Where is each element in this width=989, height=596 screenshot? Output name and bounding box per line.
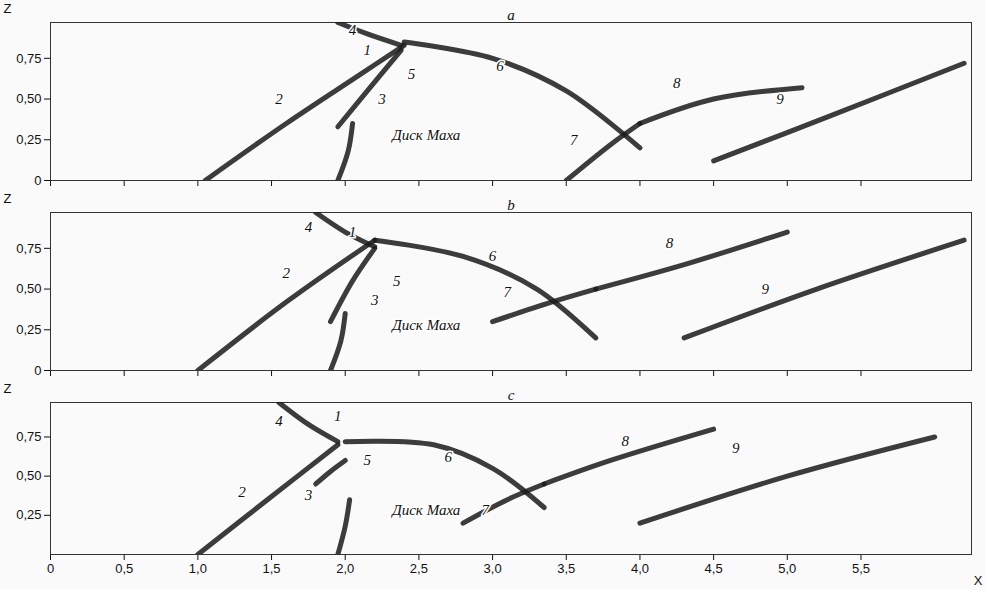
svg-text:c: c [508, 387, 515, 403]
svg-text:7: 7 [570, 132, 579, 148]
svg-text:Диск Маха: Диск Маха [390, 127, 460, 143]
svg-text:b: b [507, 197, 515, 213]
svg-text:0,75: 0,75 [16, 50, 41, 65]
svg-text:2: 2 [283, 265, 291, 281]
svg-text:0: 0 [34, 363, 41, 378]
svg-text:0,25: 0,25 [16, 322, 41, 337]
svg-text:8: 8 [621, 433, 629, 449]
svg-text:9: 9 [761, 281, 769, 297]
svg-text:4: 4 [305, 219, 313, 235]
svg-text:5: 5 [408, 66, 416, 82]
svg-text:6: 6 [445, 449, 453, 465]
svg-text:5,5: 5,5 [852, 561, 870, 576]
svg-text:3: 3 [370, 292, 379, 308]
svg-text:9: 9 [776, 91, 784, 107]
svg-text:5: 5 [364, 452, 372, 468]
svg-text:4: 4 [275, 413, 283, 429]
svg-text:0,25: 0,25 [16, 507, 41, 522]
svg-text:5,0: 5,0 [778, 561, 796, 576]
svg-text:9: 9 [732, 440, 740, 456]
svg-text:2: 2 [238, 484, 246, 500]
svg-text:0,5: 0,5 [115, 561, 133, 576]
svg-text:3: 3 [304, 487, 313, 503]
svg-text:0,50: 0,50 [16, 91, 41, 106]
svg-text:7: 7 [481, 502, 490, 518]
svg-text:Z: Z [4, 1, 12, 16]
svg-text:0,50: 0,50 [16, 281, 41, 296]
svg-text:4,0: 4,0 [631, 561, 649, 576]
svg-text:X: X [974, 573, 983, 588]
svg-text:Z: Z [4, 381, 12, 396]
svg-text:a: a [507, 7, 515, 23]
svg-text:0: 0 [34, 173, 41, 188]
svg-text:0,75: 0,75 [16, 240, 41, 255]
svg-text:6: 6 [489, 248, 497, 264]
svg-text:3: 3 [377, 91, 386, 107]
svg-text:0,75: 0,75 [16, 429, 41, 444]
svg-text:0: 0 [47, 561, 54, 576]
svg-text:2,0: 2,0 [336, 561, 354, 576]
svg-text:2,5: 2,5 [410, 561, 428, 576]
svg-text:1,5: 1,5 [263, 561, 281, 576]
svg-text:0,25: 0,25 [16, 132, 41, 147]
svg-text:1: 1 [334, 408, 342, 424]
svg-text:1: 1 [364, 42, 372, 58]
svg-text:3,5: 3,5 [557, 561, 575, 576]
svg-text:4,5: 4,5 [705, 561, 723, 576]
svg-text:3,0: 3,0 [484, 561, 502, 576]
svg-text:5: 5 [393, 273, 401, 289]
svg-text:6: 6 [496, 58, 504, 74]
svg-text:1: 1 [349, 224, 357, 240]
svg-text:Диск Маха: Диск Маха [390, 317, 460, 333]
svg-text:2: 2 [275, 91, 283, 107]
svg-text:4: 4 [349, 22, 357, 38]
svg-text:8: 8 [666, 235, 674, 251]
svg-text:8: 8 [673, 75, 681, 91]
svg-text:1,0: 1,0 [189, 561, 207, 576]
svg-text:7: 7 [504, 284, 513, 300]
svg-text:Z: Z [4, 191, 12, 206]
svg-text:Диск Маха: Диск Маха [390, 502, 460, 518]
svg-text:0,50: 0,50 [16, 468, 41, 483]
